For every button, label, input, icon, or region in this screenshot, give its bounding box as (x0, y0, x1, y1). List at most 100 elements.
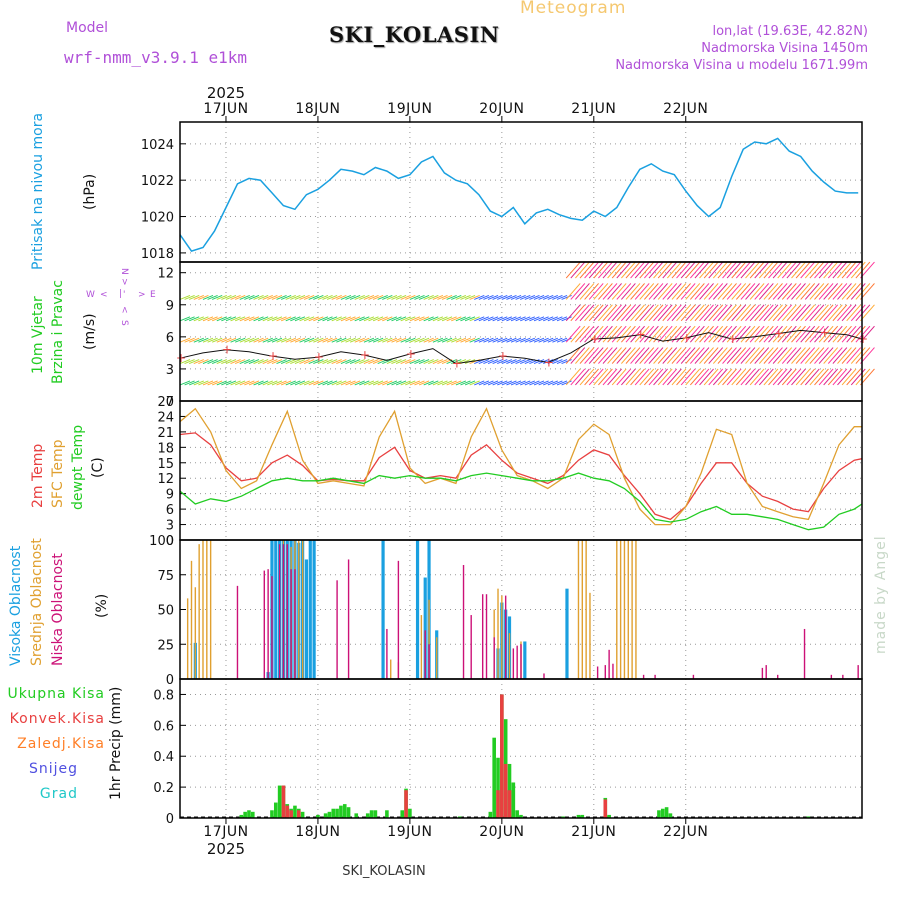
wind-barb (193, 316, 204, 322)
wind-barb (437, 294, 448, 300)
wind-barb (648, 283, 664, 300)
mid-cloud-bar (627, 540, 629, 679)
wind-barb (860, 325, 875, 343)
wind-barb (308, 359, 319, 365)
wind-barb (464, 337, 476, 343)
wind-barb (827, 304, 843, 322)
wind-gust-marker: + (360, 348, 370, 362)
temp-dewpt-line (179, 472, 863, 531)
wind-barb (648, 368, 664, 386)
wind-barb (827, 368, 843, 386)
wind-barb (800, 325, 816, 343)
wind-barb (501, 337, 513, 343)
wind-barb (552, 316, 563, 322)
wind-barb (239, 380, 250, 386)
wind-barb (712, 347, 728, 364)
wind-barb (653, 304, 668, 322)
top-day-label: 21JUN (571, 101, 616, 117)
wind-barb (345, 337, 356, 343)
wind-barb (749, 347, 765, 364)
wind-barb (248, 359, 260, 365)
bottom-day-label: 22JUN (663, 824, 708, 840)
wind-barb (239, 337, 250, 343)
high-cloud-bar (308, 540, 312, 679)
wind-barb (676, 304, 691, 322)
wind-gust-marker: + (268, 349, 278, 363)
wind-barb (556, 316, 568, 322)
wind-barb (777, 304, 793, 322)
low-cloud-bar (347, 559, 350, 679)
mid-cloud-bar (616, 540, 618, 679)
wind-barb (593, 283, 609, 300)
wind-barb (575, 261, 590, 279)
wind-barb (735, 325, 751, 343)
wind-barb (441, 337, 453, 343)
wind-barb (322, 337, 333, 343)
wind-barb (795, 261, 811, 279)
wind-barb (630, 283, 645, 300)
mid-cloud-bar (298, 540, 300, 679)
wind-barb (804, 368, 820, 386)
wind-barb (529, 337, 540, 343)
wind-barb (428, 294, 439, 300)
wind-barb (276, 380, 287, 386)
wind-barb (689, 325, 705, 343)
wind-barb (593, 368, 609, 386)
total-rain-bar (323, 813, 328, 818)
wind-barb (786, 347, 802, 364)
wind-barb (262, 359, 273, 365)
wind-barb (634, 347, 650, 364)
wind-barb (257, 337, 269, 343)
wind-barb (685, 304, 701, 322)
wind-barb (543, 294, 554, 300)
wind-barb (216, 337, 227, 343)
low-cloud-bar (777, 674, 779, 679)
mid-cloud-bar (635, 540, 637, 679)
wind-barb (763, 368, 779, 386)
wind-barb (634, 325, 650, 343)
wind-barb (837, 283, 852, 300)
mid-cloud-bar (209, 540, 212, 679)
wind-barb (823, 283, 839, 300)
total-rain-bar (515, 810, 519, 818)
wind-barb (285, 294, 296, 300)
wind-barb (616, 283, 632, 300)
wind-barb (745, 283, 760, 300)
wind-barb (850, 304, 866, 322)
wind-barb (588, 368, 604, 386)
total-rain-bar (327, 811, 332, 818)
low-cloud-bar (654, 674, 656, 679)
wind-barb (584, 261, 599, 279)
wind-barb (524, 316, 536, 322)
wind-barb (841, 261, 857, 279)
precip-tick-label: 0.2 (153, 781, 174, 796)
precip-tick-label: 0.4 (153, 750, 174, 765)
wind-barb (740, 347, 756, 364)
wind-barb (207, 337, 218, 343)
wind-barb (478, 380, 490, 386)
wind-barb (850, 283, 866, 300)
wind-barb (198, 359, 209, 365)
wind-barb (552, 359, 563, 365)
wind-barb (846, 304, 862, 322)
wind-tick-label: 12 (157, 267, 174, 282)
wind-barb (570, 325, 586, 343)
wind-barb (680, 368, 696, 386)
low-cloud-bar (397, 560, 400, 679)
wind-barb (860, 304, 875, 322)
wind-barb (565, 283, 581, 300)
wind-barb (588, 347, 604, 364)
wind-barb (377, 380, 388, 386)
wind-barb (506, 316, 517, 322)
wind-barb (570, 283, 586, 300)
mid-cloud-bar (619, 540, 622, 679)
wind-barb (414, 380, 425, 386)
wind-barb (317, 380, 329, 386)
wind-legend-lt: < (100, 290, 108, 300)
wind-barb (359, 380, 370, 386)
wind-barb (823, 304, 839, 322)
wind-barb (423, 337, 434, 343)
wind-barb (800, 347, 816, 364)
wind-barb (717, 283, 733, 300)
wind-barb (740, 325, 756, 343)
